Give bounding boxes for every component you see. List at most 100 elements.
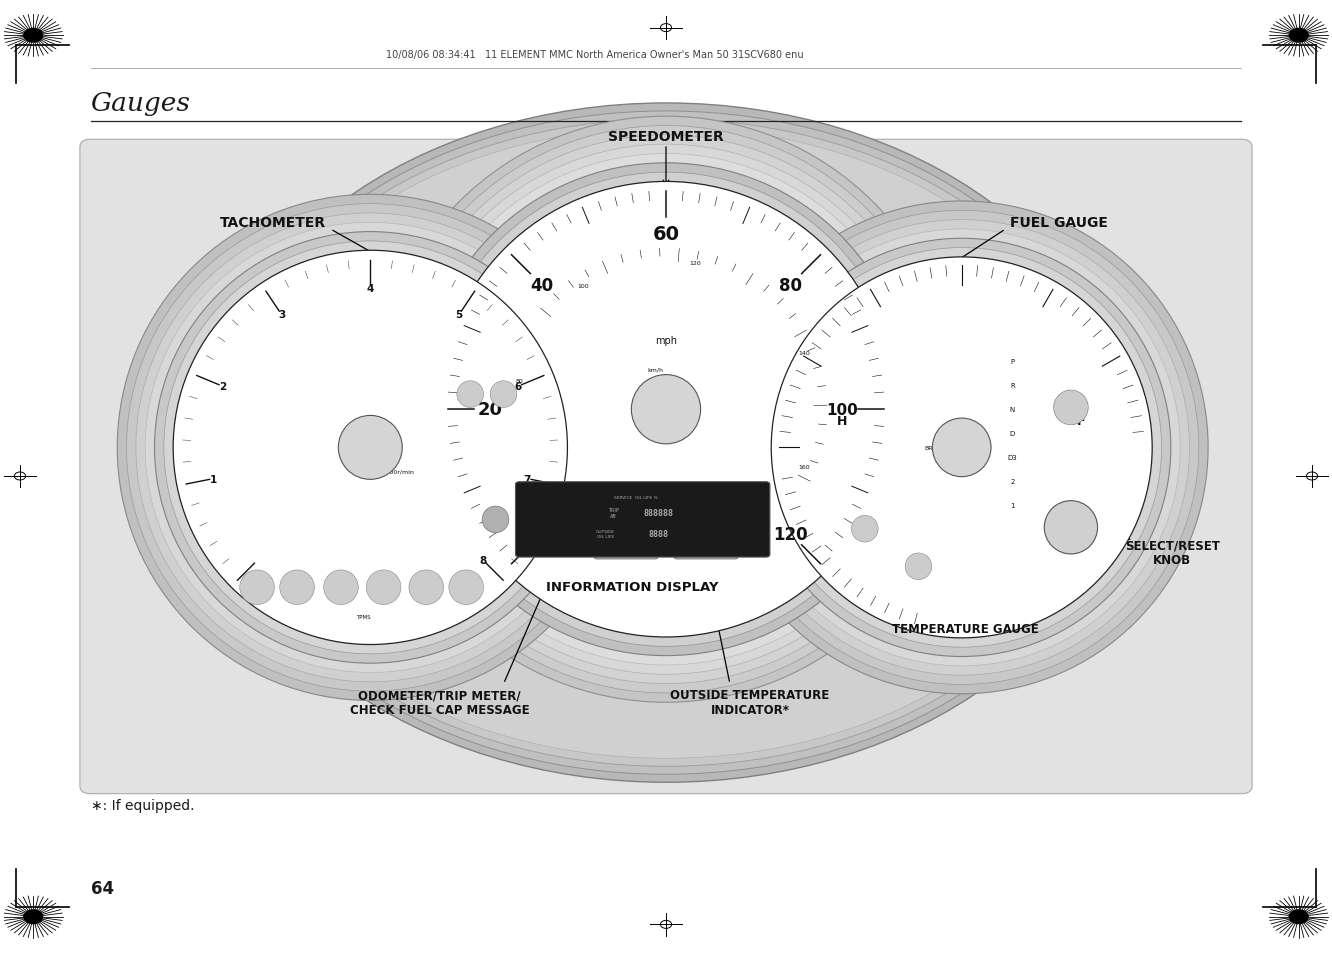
Text: CRUISE
MAIN: CRUISE MAIN bbox=[617, 534, 635, 544]
Text: H: H bbox=[836, 415, 847, 428]
Text: 3: 3 bbox=[278, 310, 285, 320]
Text: D3: D3 bbox=[1007, 455, 1018, 460]
Ellipse shape bbox=[482, 507, 509, 533]
Text: TRIP
AB: TRIP AB bbox=[607, 508, 619, 518]
Text: F: F bbox=[1078, 415, 1086, 428]
FancyBboxPatch shape bbox=[674, 518, 738, 559]
Ellipse shape bbox=[164, 242, 577, 654]
Text: 100: 100 bbox=[826, 402, 858, 417]
Ellipse shape bbox=[762, 249, 1162, 647]
Ellipse shape bbox=[324, 570, 358, 605]
Ellipse shape bbox=[222, 120, 1110, 766]
Text: 160: 160 bbox=[798, 464, 810, 469]
Text: 80: 80 bbox=[515, 378, 523, 383]
Ellipse shape bbox=[338, 416, 402, 480]
Text: INFORMATION DISPLAY: INFORMATION DISPLAY bbox=[546, 580, 719, 594]
Ellipse shape bbox=[392, 135, 940, 684]
Text: BRAKE: BRAKE bbox=[924, 445, 946, 451]
Text: TEMPERATURE GAUGE: TEMPERATURE GAUGE bbox=[892, 622, 1039, 636]
Ellipse shape bbox=[715, 202, 1208, 694]
Text: 10/08/06 08:34:41   11 ELEMENT MMC North America Owner's Man 50 31SCV680 enu: 10/08/06 08:34:41 11 ELEMENT MMC North A… bbox=[386, 51, 805, 60]
Ellipse shape bbox=[373, 117, 959, 702]
Text: 8: 8 bbox=[480, 556, 488, 566]
Ellipse shape bbox=[851, 516, 878, 542]
Ellipse shape bbox=[280, 570, 314, 605]
Ellipse shape bbox=[771, 257, 1152, 639]
Ellipse shape bbox=[214, 112, 1118, 775]
Ellipse shape bbox=[906, 554, 932, 580]
Text: 4: 4 bbox=[366, 283, 374, 294]
Ellipse shape bbox=[117, 195, 623, 700]
Text: 120: 120 bbox=[773, 525, 807, 543]
Text: OUTSIDE TEMPERATURE
INDICATOR*: OUTSIDE TEMPERATURE INDICATOR* bbox=[670, 688, 830, 717]
Ellipse shape bbox=[1044, 501, 1098, 555]
Text: 7: 7 bbox=[523, 474, 530, 484]
Ellipse shape bbox=[631, 375, 701, 444]
Text: 140: 140 bbox=[798, 351, 810, 355]
Ellipse shape bbox=[429, 172, 903, 647]
Ellipse shape bbox=[420, 164, 912, 656]
Text: 5: 5 bbox=[456, 310, 462, 320]
Text: 60: 60 bbox=[531, 480, 539, 485]
Text: CRUISE
CONTROL: CRUISE CONTROL bbox=[694, 534, 718, 544]
Circle shape bbox=[1289, 30, 1308, 43]
Text: TACHOMETER: TACHOMETER bbox=[220, 216, 326, 230]
Ellipse shape bbox=[490, 381, 517, 408]
Ellipse shape bbox=[932, 418, 991, 477]
Ellipse shape bbox=[155, 233, 586, 663]
Ellipse shape bbox=[173, 251, 567, 645]
Ellipse shape bbox=[409, 570, 444, 605]
Ellipse shape bbox=[206, 104, 1126, 782]
Text: 100: 100 bbox=[577, 283, 589, 289]
Ellipse shape bbox=[136, 213, 605, 682]
Text: 2: 2 bbox=[1010, 478, 1015, 484]
Ellipse shape bbox=[449, 570, 484, 605]
Text: OUTSIDE
OIL LIFE: OUTSIDE OIL LIFE bbox=[595, 530, 615, 538]
Text: 40: 40 bbox=[530, 276, 553, 294]
Circle shape bbox=[24, 30, 43, 43]
Text: 1: 1 bbox=[210, 474, 217, 484]
Text: SPEEDOMETER: SPEEDOMETER bbox=[609, 131, 723, 144]
FancyBboxPatch shape bbox=[80, 140, 1252, 794]
Ellipse shape bbox=[753, 239, 1171, 657]
Text: 8888: 8888 bbox=[649, 529, 669, 538]
Text: 888888: 888888 bbox=[643, 508, 674, 517]
Ellipse shape bbox=[240, 570, 274, 605]
Text: mph: mph bbox=[655, 335, 677, 346]
Text: R: R bbox=[1010, 382, 1015, 389]
FancyBboxPatch shape bbox=[515, 482, 770, 558]
Circle shape bbox=[24, 910, 43, 923]
Text: 2: 2 bbox=[218, 382, 226, 392]
Ellipse shape bbox=[127, 204, 614, 692]
Text: ∗: If equipped.: ∗: If equipped. bbox=[91, 799, 194, 812]
Text: FUEL GAUGE: FUEL GAUGE bbox=[1010, 216, 1108, 230]
Text: 1: 1 bbox=[1010, 502, 1015, 508]
Ellipse shape bbox=[734, 220, 1189, 676]
Ellipse shape bbox=[725, 211, 1199, 685]
Ellipse shape bbox=[438, 182, 894, 638]
Ellipse shape bbox=[382, 127, 950, 693]
Text: SELECT/RESET
KNOB: SELECT/RESET KNOB bbox=[1124, 538, 1220, 567]
Text: Gauges: Gauges bbox=[91, 91, 190, 115]
Text: N: N bbox=[1010, 406, 1015, 413]
FancyBboxPatch shape bbox=[594, 518, 658, 559]
Ellipse shape bbox=[1054, 391, 1088, 425]
Text: P: P bbox=[1010, 358, 1015, 364]
Ellipse shape bbox=[230, 128, 1102, 759]
Text: x1000r/min: x1000r/min bbox=[380, 470, 414, 475]
Text: 120: 120 bbox=[689, 261, 701, 266]
Ellipse shape bbox=[457, 381, 484, 408]
Ellipse shape bbox=[743, 230, 1180, 666]
Ellipse shape bbox=[145, 223, 595, 673]
Text: 60: 60 bbox=[653, 225, 679, 244]
Circle shape bbox=[1289, 910, 1308, 923]
Text: ODOMETER/TRIP METER/
CHECK FUEL CAP MESSAGE: ODOMETER/TRIP METER/ CHECK FUEL CAP MESS… bbox=[350, 688, 529, 717]
Text: 20: 20 bbox=[478, 401, 502, 418]
Ellipse shape bbox=[366, 570, 401, 605]
Text: 64: 64 bbox=[91, 880, 113, 897]
Text: 80: 80 bbox=[779, 276, 802, 294]
Text: 6: 6 bbox=[514, 382, 522, 392]
Text: D: D bbox=[1010, 430, 1015, 436]
Text: SERVICE  OIL LIFE %: SERVICE OIL LIFE % bbox=[614, 496, 658, 499]
Ellipse shape bbox=[401, 145, 931, 675]
